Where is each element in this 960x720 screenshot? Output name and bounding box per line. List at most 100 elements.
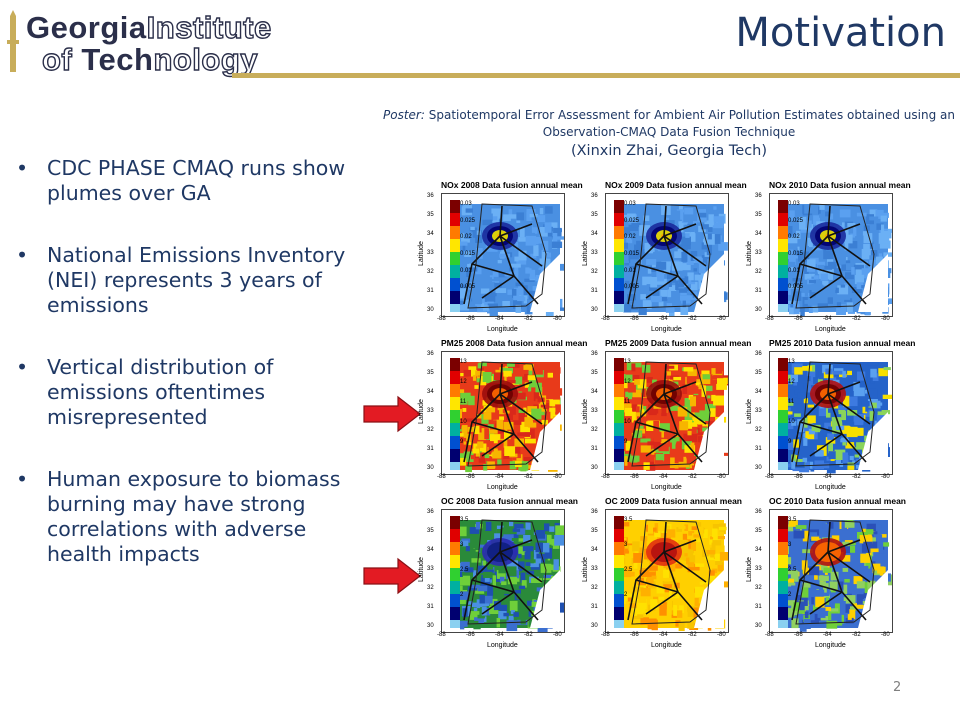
y-tick-label: 30	[427, 623, 434, 629]
x-tick-label: -82	[852, 474, 861, 480]
y-tick-label: 36	[427, 193, 434, 199]
x-tick-label: -84	[495, 316, 504, 322]
x-tick-label: -82	[524, 474, 533, 480]
x-tick-label: -86	[630, 474, 639, 480]
y-axis-label: Latitude	[417, 399, 425, 424]
map-panel-title: OC 2008 Data fusion annual mean	[441, 496, 578, 506]
colorbar-tick: 0.015	[788, 251, 804, 257]
y-tick-label: 30	[591, 623, 598, 629]
x-tick-label: -80	[717, 474, 726, 480]
logo-line-2: of Technology	[41, 41, 259, 77]
map-panel: NOx 2010 Data fusion annual mean 0.03 0.02…	[746, 180, 925, 338]
colorbar-tick: 2.5	[788, 567, 797, 573]
y-tick-label: 32	[591, 585, 598, 591]
colorbar-tick: 3	[460, 542, 464, 548]
y-tick-label: 33	[591, 566, 598, 572]
y-tick-label: 33	[755, 250, 762, 256]
x-tick-label: -84	[823, 316, 832, 322]
x-tick-label: -86	[466, 316, 475, 322]
poster-label: Poster:	[383, 108, 425, 122]
slide-title: Motivation	[735, 10, 946, 56]
colorbar-tick: 0.01	[460, 267, 472, 274]
y-tick-label: 30	[755, 307, 762, 313]
y-tick-label: 36	[591, 193, 598, 199]
colorbar-tick: 0.015	[624, 251, 640, 257]
y-tick-label: 32	[591, 427, 598, 433]
y-tick-label: 35	[755, 212, 762, 218]
y-tick-label: 34	[427, 389, 434, 395]
map-panel-title: NOx 2008 Data fusion annual mean	[441, 180, 583, 190]
y-tick-label: 31	[591, 288, 598, 294]
y-tick-label: 35	[591, 212, 598, 218]
colorbar-tick: 0.025	[624, 217, 640, 224]
y-tick-label: 33	[427, 408, 434, 414]
x-tick-label: -84	[823, 632, 832, 638]
x-tick-label: -80	[717, 632, 726, 638]
colorbar-tick: 0.03	[788, 201, 800, 207]
x-tick-label: -88	[437, 474, 446, 480]
x-tick-label: -88	[601, 632, 610, 638]
y-tick-label: 30	[755, 623, 762, 629]
x-tick-label: -82	[852, 632, 861, 638]
colorbar-tick: 12	[460, 379, 467, 385]
y-tick-label: 30	[591, 307, 598, 313]
bullet-item: • Human exposure to biomass burning may h…	[16, 467, 341, 566]
x-tick-label: -86	[794, 632, 803, 638]
y-tick-label: 31	[755, 604, 762, 610]
y-tick-label: 35	[591, 528, 598, 534]
x-tick-label: -80	[553, 474, 562, 480]
pollution-map	[769, 351, 893, 475]
y-tick-label: 33	[755, 408, 762, 414]
map-panel-title: PM25 2009 Data fusion annual mean	[605, 338, 752, 348]
colorbar-tick: 10	[460, 419, 467, 425]
pollution-map	[441, 351, 565, 475]
x-tick-label: -80	[717, 316, 726, 322]
x-tick-label: -80	[881, 474, 890, 480]
y-tick-label: 31	[427, 288, 434, 294]
x-tick-label: -84	[495, 474, 504, 480]
y-tick-label: 32	[591, 269, 598, 275]
y-tick-label: 33	[591, 408, 598, 414]
y-tick-label: 33	[591, 250, 598, 256]
tower-icon	[7, 10, 19, 72]
colorbar-tick: 0.02	[460, 234, 472, 241]
map-panel: OC 2010 Data fusion annual mean 3.5 3 2.5 2 3…	[746, 496, 925, 654]
map-panel: NOx 2009 Data fusion annual mean 0.03 0.02…	[582, 180, 761, 338]
georgia-tech-logo: GeorgiaInstitute of Technology	[4, 8, 304, 78]
x-tick-label: -84	[659, 474, 668, 480]
y-tick-label: 32	[755, 585, 762, 591]
x-tick-label: -86	[630, 316, 639, 322]
y-tick-label: 30	[427, 307, 434, 313]
x-tick-label: -82	[688, 316, 697, 322]
y-tick-label: 36	[427, 351, 434, 357]
colorbar-tick: 2	[624, 592, 628, 598]
x-axis-label: Longitude	[651, 484, 682, 491]
map-panel: PM25 2008 Data fusion annual mean 13 12 11 1…	[418, 338, 597, 496]
x-axis-label: Longitude	[487, 484, 518, 491]
poster-caption: Poster: Spatiotemporal Error Assessment …	[380, 107, 958, 160]
y-tick-label: 34	[591, 231, 598, 237]
x-axis-label: Longitude	[815, 642, 846, 649]
x-axis-label: Longitude	[651, 326, 682, 333]
colorbar-tick: 2	[788, 592, 792, 598]
x-tick-label: -84	[659, 632, 668, 638]
colorbar-tick: 0.01	[788, 267, 800, 274]
y-tick-label: 32	[427, 585, 434, 591]
bullet-item: • CDC PHASE CMAQ runs show plumes over GA	[16, 156, 346, 205]
y-tick-label: 33	[427, 566, 434, 572]
pollution-map	[441, 193, 565, 317]
y-axis-label: Latitude	[417, 557, 425, 582]
map-panel: OC 2009 Data fusion annual mean 3.5 3 2.5 2 3…	[582, 496, 761, 654]
colorbar-tick: 0.02	[788, 234, 800, 241]
pollution-map	[769, 509, 893, 633]
x-tick-label: -82	[524, 632, 533, 638]
y-tick-label: 32	[427, 427, 434, 433]
colorbar-tick: 3.5	[624, 517, 633, 523]
pollution-map	[605, 193, 729, 317]
title-divider	[232, 73, 960, 78]
x-axis-label: Longitude	[487, 326, 518, 333]
x-tick-label: -86	[794, 474, 803, 480]
colorbar-tick: 12	[788, 379, 795, 385]
y-tick-label: 31	[427, 604, 434, 610]
poster-author: (Xinxin Zhai, Georgia Tech)	[570, 143, 768, 159]
